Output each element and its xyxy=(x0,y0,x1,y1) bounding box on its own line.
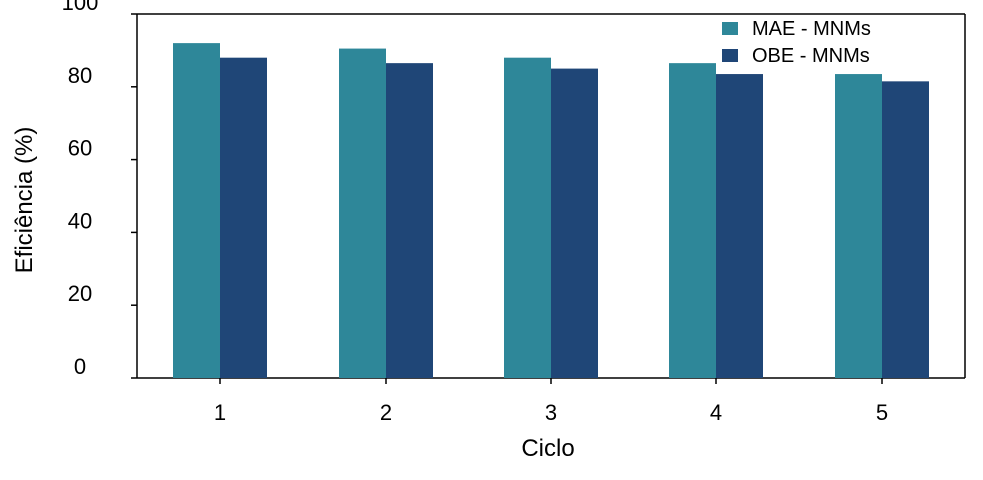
x-axis-title: Ciclo xyxy=(521,435,574,462)
x-tick-label: 2 xyxy=(380,400,392,425)
bar-obe-ciclo-3 xyxy=(551,68,598,378)
x-tick-label: 5 xyxy=(876,400,888,425)
y-axis-title: Eficiência (%) xyxy=(11,127,38,274)
x-ticks: 1 2 3 4 5 xyxy=(214,378,888,425)
bar-mae-ciclo-1 xyxy=(173,43,220,379)
y-tick-label: 40 xyxy=(68,208,92,233)
legend-label-mae: MAE - MNMs xyxy=(752,18,871,40)
bar-mae-ciclo-4 xyxy=(669,63,716,378)
y-tick-label: 100 xyxy=(62,0,99,15)
x-tick-label: 1 xyxy=(214,400,226,425)
x-tick-label: 3 xyxy=(545,400,557,425)
bar-mae-ciclo-3 xyxy=(504,57,551,379)
bar-mae-ciclo-5 xyxy=(835,74,882,378)
bar-obe-ciclo-4 xyxy=(716,74,763,378)
bar-obe-ciclo-5 xyxy=(882,81,929,378)
bars xyxy=(173,43,929,379)
y-tick-label: 60 xyxy=(68,136,92,161)
legend-swatch-mae xyxy=(722,22,738,35)
y-tick-label: 20 xyxy=(68,281,92,306)
y-tick-label: 80 xyxy=(68,63,92,88)
legend: MAE - MNMs OBE - MNMs xyxy=(722,18,871,67)
legend-label-obe: OBE - MNMs xyxy=(752,45,870,67)
legend-swatch-obe xyxy=(722,49,738,62)
y-tick-label: 0 xyxy=(74,354,86,379)
y-ticks: 0 20 40 60 80 100 xyxy=(62,0,137,379)
bar-mae-ciclo-2 xyxy=(339,48,386,379)
x-tick-label: 4 xyxy=(710,400,722,425)
bar-obe-ciclo-1 xyxy=(220,57,267,379)
bar-obe-ciclo-2 xyxy=(386,63,433,378)
